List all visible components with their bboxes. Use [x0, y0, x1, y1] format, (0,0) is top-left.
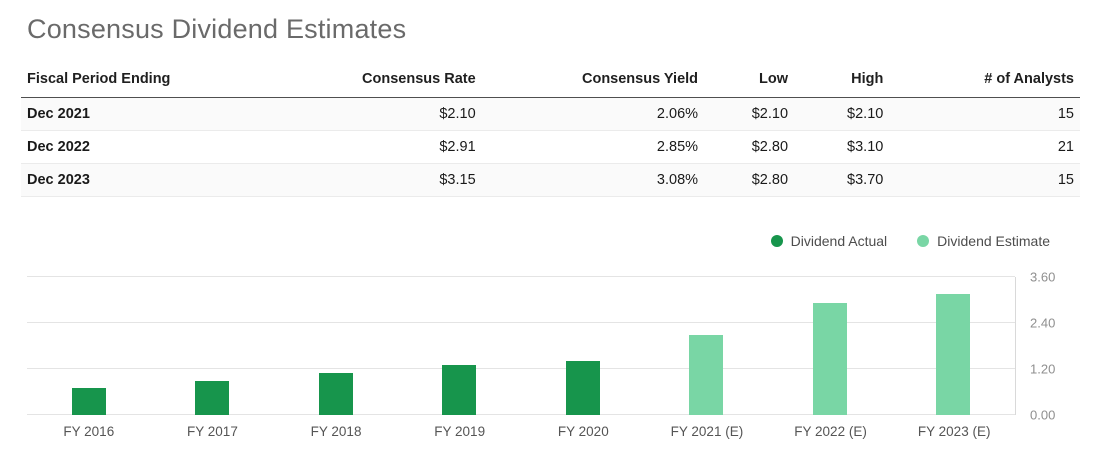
bar-slot	[892, 277, 1016, 415]
cell-high: $3.10	[794, 130, 890, 164]
x-tick-label: FY 2018	[310, 424, 362, 439]
cell-low: $2.80	[704, 163, 795, 197]
x-tick-label: FY 2020	[557, 424, 609, 439]
x-tick-label: FY 2019	[434, 424, 486, 439]
gridline	[27, 276, 1015, 277]
x-tick-label: FY 2016	[63, 424, 115, 439]
bar-fy-2016[interactable]	[71, 388, 106, 415]
cell-high: $3.70	[794, 163, 890, 197]
col-header-fiscal-period: Fiscal Period Ending	[21, 62, 276, 98]
table-row: Dec 2021 $2.10 2.06% $2.10 $2.10 15	[21, 97, 1080, 131]
y-tick-label: 2.40	[1030, 315, 1056, 331]
bar-slot	[274, 277, 398, 415]
y-tick-label: 1.20	[1030, 361, 1056, 377]
gridline	[27, 368, 1015, 369]
cell-consensus-rate: $2.91	[275, 130, 482, 164]
table-row: Dec 2023 $3.15 3.08% $2.80 $3.70 15	[21, 163, 1080, 197]
cell-fiscal-period: Dec 2023	[21, 163, 276, 197]
dividend-chart: Dividend Actual Dividend Estimate 0.00 1.…	[21, 233, 1080, 439]
bar-slot	[768, 277, 892, 415]
y-tick-label: 3.60	[1030, 269, 1056, 285]
col-header-consensus-rate: Consensus Rate	[275, 62, 482, 98]
bar-fy-2017[interactable]	[195, 380, 230, 415]
x-tick-label: FY 2017	[187, 424, 238, 439]
cell-fiscal-period: Dec 2022	[21, 130, 276, 164]
bar-fy-2022-e[interactable]	[812, 303, 847, 415]
x-tick-label: FY 2021 (E)	[670, 424, 744, 439]
chart-plot	[27, 276, 1016, 415]
legend-label-actual: Dividend Actual	[790, 233, 888, 249]
bar-slot	[521, 277, 645, 415]
bar-fy-2018[interactable]	[318, 372, 353, 415]
col-header-consensus-yield: Consensus Yield	[481, 62, 705, 98]
cell-consensus-rate: $2.10	[275, 97, 482, 131]
bar-fy-2023-e[interactable]	[936, 294, 971, 415]
table-row: Dec 2022 $2.91 2.85% $2.80 $3.10 21	[21, 130, 1080, 164]
cell-consensus-yield: 2.06%	[481, 97, 705, 131]
cell-analysts: 15	[889, 163, 1080, 197]
legend-item-actual[interactable]: Dividend Actual	[770, 233, 888, 249]
cell-consensus-yield: 2.85%	[481, 130, 705, 164]
gridline	[27, 322, 1015, 323]
page-title: Consensus Dividend Estimates	[27, 14, 407, 44]
bar-slot	[27, 277, 151, 415]
cell-consensus-rate: $3.15	[275, 163, 482, 197]
col-header-low: Low	[704, 62, 795, 98]
col-header-high: High	[794, 62, 890, 98]
bar-slot	[398, 277, 522, 415]
cell-low: $2.10	[704, 97, 795, 131]
cell-analysts: 15	[889, 97, 1080, 131]
legend-dot-estimate	[917, 235, 930, 247]
bars-layer	[27, 277, 1015, 415]
chart-x-axis: FY 2016 FY 2017 FY 2018 FY 2019 FY 2020 FY 20…	[27, 415, 1016, 439]
legend-label-estimate: Dividend Estimate	[937, 233, 1050, 249]
cell-high: $2.10	[794, 97, 890, 131]
bar-fy-2021-e[interactable]	[689, 334, 724, 415]
cell-fiscal-period: Dec 2021	[21, 97, 276, 131]
legend-dot-actual	[770, 235, 783, 247]
y-tick-label: 0.00	[1030, 407, 1056, 423]
estimates-table: Fiscal Period Ending Consensus Rate Cons…	[21, 62, 1080, 197]
chart-legend: Dividend Actual Dividend Estimate	[27, 233, 1050, 249]
x-tick-label: FY 2023 (E)	[917, 424, 991, 439]
x-tick-label: FY 2022 (E)	[794, 424, 867, 439]
bar-slot	[151, 277, 275, 415]
table-header-row: Fiscal Period Ending Consensus Rate Cons…	[21, 62, 1080, 98]
chart-y-axis: 0.00 1.20 2.40 3.60	[1016, 271, 1074, 422]
legend-item-estimate[interactable]: Dividend Estimate	[917, 233, 1050, 249]
bar-slot	[645, 277, 769, 415]
cell-low: $2.80	[704, 130, 795, 164]
cell-analysts: 21	[889, 130, 1080, 164]
col-header-analysts: # of Analysts	[889, 62, 1080, 98]
cell-consensus-yield: 3.08%	[481, 163, 705, 197]
gridline	[27, 414, 1015, 415]
bar-fy-2020[interactable]	[565, 361, 600, 415]
bar-fy-2019[interactable]	[442, 365, 477, 415]
